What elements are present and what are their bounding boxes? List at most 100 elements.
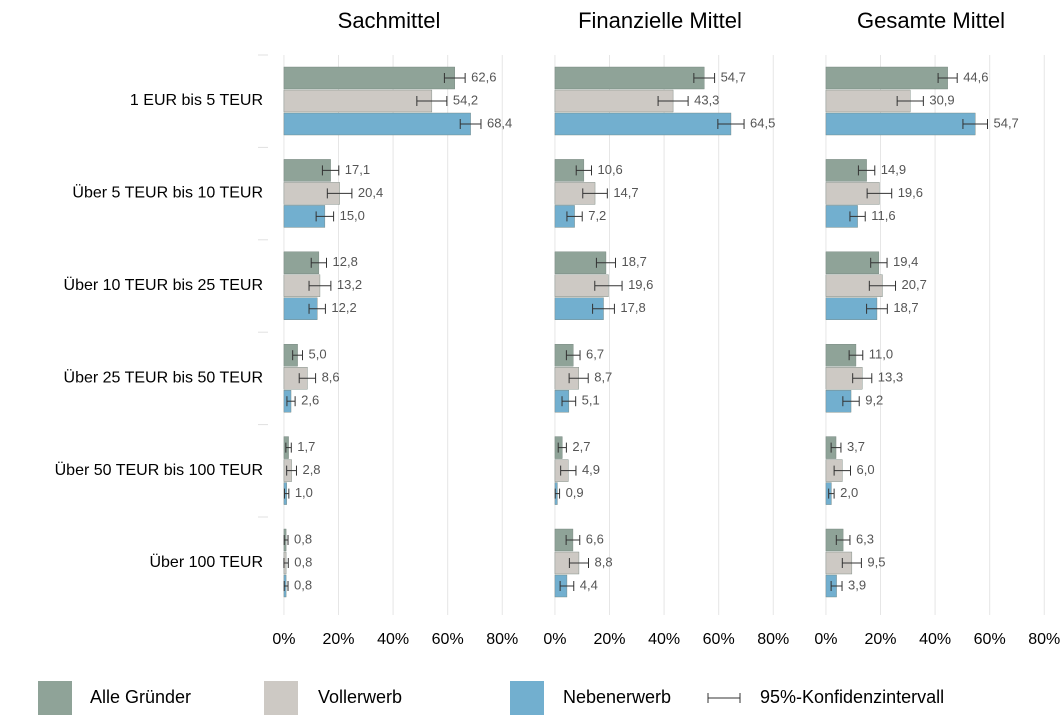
value-label: 10,6 <box>597 162 622 177</box>
panel-title: Sachmittel <box>338 8 441 33</box>
value-label: 6,0 <box>856 462 874 477</box>
value-label: 5,1 <box>582 393 600 408</box>
bar <box>283 66 455 90</box>
category-label: Über 5 TEUR bis 10 TEUR <box>72 184 263 202</box>
x-tick-label: 80% <box>1028 631 1060 648</box>
value-label: 2,8 <box>302 462 320 477</box>
error-bar <box>459 119 482 129</box>
error-bar <box>842 396 860 407</box>
error-bar <box>286 465 297 476</box>
error-bar <box>285 442 292 453</box>
value-label: 9,2 <box>865 393 883 408</box>
bar <box>825 112 976 136</box>
error-bar <box>866 303 888 314</box>
value-label: 4,9 <box>582 462 600 477</box>
error-bar <box>283 558 289 568</box>
value-label: 54,7 <box>993 115 1018 130</box>
error-bar <box>283 581 289 591</box>
error-bar <box>568 373 589 384</box>
error-bar <box>594 280 623 291</box>
x-tick-label: 20% <box>593 631 625 648</box>
panel-title: Gesamte Mittel <box>857 8 1005 33</box>
value-label: 62,6 <box>471 69 496 84</box>
error-bar <box>595 257 617 268</box>
error-bar <box>326 188 353 199</box>
value-label: 2,0 <box>840 485 858 500</box>
error-bar <box>575 165 592 176</box>
error-bar <box>566 211 583 222</box>
value-label: 4,4 <box>580 577 598 592</box>
error-bar <box>315 211 335 222</box>
value-label: 19,6 <box>628 277 653 292</box>
x-tick-label: 20% <box>322 631 354 648</box>
error-bar <box>592 303 615 314</box>
x-tick-label: 0% <box>543 631 566 648</box>
error-bar <box>835 535 851 545</box>
x-tick-label: 80% <box>757 631 789 648</box>
value-label: 1,7 <box>297 439 315 454</box>
bar <box>283 89 433 113</box>
value-label: 64,5 <box>750 115 775 130</box>
value-label: 17,8 <box>620 300 645 315</box>
x-tick-label: 60% <box>974 631 1006 648</box>
legend-label: Alle Gründer <box>90 687 191 707</box>
value-label: 5,0 <box>308 347 326 362</box>
value-label: 18,7 <box>893 300 918 315</box>
value-label: 54,7 <box>721 69 746 84</box>
error-bar <box>565 350 581 361</box>
value-label: 7,2 <box>588 208 606 223</box>
error-bar <box>443 73 466 83</box>
value-label: 6,3 <box>856 531 874 546</box>
error-bar <box>582 188 608 199</box>
value-label: 3,9 <box>848 577 866 592</box>
error-bar <box>841 558 862 568</box>
value-label: 13,2 <box>337 277 362 292</box>
error-bar <box>298 373 317 384</box>
x-tick-label: 20% <box>864 631 896 648</box>
value-label: 11,6 <box>871 208 895 223</box>
error-bar <box>286 396 296 407</box>
error-bar <box>308 303 326 314</box>
error-bar <box>848 350 864 361</box>
x-tick-label: 60% <box>703 631 735 648</box>
value-label: 15,0 <box>340 208 365 223</box>
error-bar <box>292 350 303 361</box>
value-label: 14,7 <box>613 185 638 200</box>
error-bar <box>937 73 958 83</box>
value-label: 2,6 <box>301 393 319 408</box>
error-bar <box>866 188 893 199</box>
x-tick-label: 80% <box>486 631 518 648</box>
value-label: 0,8 <box>294 554 312 569</box>
legend-label: Nebenerwerb <box>563 687 671 707</box>
bar <box>554 112 732 136</box>
value-label: 44,6 <box>963 69 988 84</box>
error-bar <box>560 465 577 476</box>
value-label: 1,0 <box>295 485 313 500</box>
bar <box>554 89 674 113</box>
error-bar <box>557 442 567 453</box>
error-bar <box>852 373 873 384</box>
error-bar <box>308 280 332 291</box>
legend-label: 95%-Konfidenzintervall <box>760 687 944 707</box>
value-label: 20,7 <box>902 277 927 292</box>
x-tick-label: 40% <box>919 631 951 648</box>
value-label: 43,3 <box>694 92 719 107</box>
category-label: Über 100 TEUR <box>149 553 263 571</box>
error-bar <box>857 165 876 176</box>
value-label: 0,8 <box>294 577 312 592</box>
value-label: 14,9 <box>881 162 906 177</box>
error-bar <box>868 280 897 291</box>
value-label: 54,2 <box>453 92 478 107</box>
panel-title: Finanzielle Mittel <box>578 8 742 33</box>
error-bar <box>849 211 866 222</box>
category-label: Über 25 TEUR bis 50 TEUR <box>64 368 263 386</box>
error-bar <box>283 535 289 545</box>
legend-swatch <box>38 681 72 715</box>
x-tick-label: 60% <box>432 631 464 648</box>
value-label: 6,6 <box>586 531 604 546</box>
error-bar <box>962 119 988 129</box>
value-label: 30,9 <box>929 92 954 107</box>
value-label: 8,7 <box>594 370 612 385</box>
value-label: 12,8 <box>333 254 358 269</box>
